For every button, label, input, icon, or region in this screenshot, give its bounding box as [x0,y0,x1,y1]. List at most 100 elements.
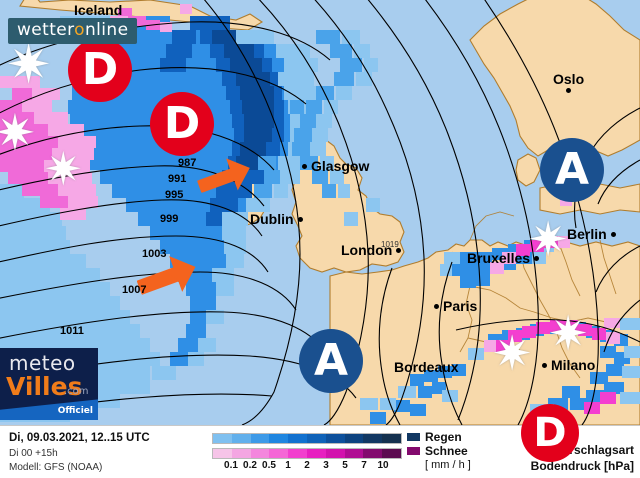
isobar-label-1003: 1003 [142,248,167,260]
rain-step-1 [231,434,251,443]
legend-tick-3: 3 [323,460,329,471]
isobar-label-999: 999 [160,213,179,225]
city-bruxelles[interactable]: Bruxelles [467,250,540,266]
isobar-label-1011: 1011 [60,325,84,337]
legend-tick-5: 5 [342,460,348,471]
city-dot [610,231,616,237]
valid-time-label: Di, 09.03.2021, 12..15 UTC [9,432,150,444]
map-title-line2: Bodendruck [hPa] [530,459,634,474]
city-dot [434,303,439,309]
region-label-iceland: Iceland [74,2,123,18]
snow-step-8 [363,449,383,458]
city-dot [297,216,303,222]
snow-step-3 [269,449,289,458]
city-dot [542,362,547,368]
city-label: Oslo [553,71,585,87]
low-pressure-marker-d2[interactable]: D [150,92,214,156]
isobar-label-987: 987 [178,157,197,169]
city-label: Dublin [250,211,294,227]
snow-step-0 [213,449,232,458]
city-oslo[interactable]: Oslo [553,72,584,93]
legend-tick-0.2: 0.2 [243,460,257,471]
city-dot [302,163,307,169]
city-bordeaux[interactable]: Bordeaux [394,360,459,374]
high-pressure-marker-a2[interactable]: A [299,329,363,393]
snow-color-bar [212,448,402,459]
snow-step-1 [231,449,251,458]
meteovilles-logo-meteo: meteo [9,351,76,375]
city-label: Berlin [567,226,607,242]
isobar-label-1007: 1007 [122,284,147,296]
legend-tick-values: 0.1 0.2 0.5 1 2 3 5 7 10 [212,460,404,474]
rain-step-0 [213,434,232,443]
legend-tick-0.5: 0.5 [262,460,276,471]
model-label: Modell: GFS (NOAA) [9,462,103,474]
snow-step-5 [306,449,326,458]
snow-step-9 [382,449,401,458]
city-dublin[interactable]: Dublin [250,212,303,226]
meteovilles-logo-officiel: Officiel [57,406,93,416]
city-dot [534,255,540,261]
map-canvas [0,0,640,425]
city-dot [566,88,572,93]
rain-step-7 [344,434,364,443]
weather-map[interactable]: ✷ ✷ ✷ ✷ ✷ ✷ D D A A 987 991 995 999 1003… [0,0,640,425]
city-label: London [341,242,393,258]
city-label: Glasgow [311,158,370,174]
snowflake-icon: ✷ [0,104,36,162]
snowflake-icon: ✷ [44,142,83,196]
city-paris[interactable]: Paris [434,299,477,313]
high-pressure-marker-a1[interactable]: A [540,138,604,202]
snow-swatch [407,447,420,455]
legend-keys: Regen Schnee [ mm / h ] [407,430,471,471]
isobar-label-991: 991 [168,173,187,185]
legend-unit-label: [ mm / h ] [425,459,471,471]
city-dot [396,247,402,253]
legend-tick-0.1: 0.1 [224,460,238,471]
run-label: Di 00 +15h [9,447,58,459]
rain-step-2 [250,434,270,443]
legend-tick-10: 10 [377,460,389,471]
low-pressure-marker-d3[interactable]: D [521,404,579,462]
forecast-info: Di, 09.03.2021, 12..15 UTC Di 00 +15h Mo… [9,430,150,476]
city-berlin[interactable]: Berlin [567,227,616,241]
rain-step-5 [306,434,326,443]
rain-step-3 [269,434,289,443]
rain-step-6 [325,434,345,443]
meteovilles-logo-villes: Villes [6,372,83,401]
snowflake-icon: ✷ [492,326,533,382]
snow-step-2 [250,449,270,458]
snowflake-icon: ✷ [6,33,52,96]
rain-color-bar [212,433,402,444]
rain-legend-label: Regen [425,430,462,444]
snow-legend-label: Schnee [425,444,468,458]
city-label: Bordeaux [394,359,459,375]
rain-step-8 [363,434,383,443]
wetteronline-logo-part1: wetter [17,20,75,40]
rain-swatch [407,433,420,441]
rain-step-4 [288,434,307,443]
snow-step-6 [325,449,345,458]
city-london[interactable]: London [341,242,402,258]
legend-tick-2: 2 [304,460,310,471]
city-glasgow[interactable]: Glasgow [302,159,369,173]
wetteronline-logo-part3: nline [84,20,129,40]
wetteronline-logo[interactable]: wetteronline [8,18,138,44]
isobar-label-1019: 1019 [381,240,399,249]
city-milano[interactable]: Milano [542,358,595,372]
wetteronline-logo-o: o [74,20,85,40]
snow-step-4 [288,449,307,458]
legend-row-snow: Schnee [407,444,471,458]
legend-row-rain: Regen [407,430,471,444]
legend-tick-1: 1 [285,460,291,471]
city-label: Bruxelles [467,250,531,266]
legend-tick-7: 7 [361,460,367,471]
snow-step-7 [344,449,364,458]
low-pressure-marker-d1[interactable]: D [68,38,132,102]
meteovilles-logo-com: .com [64,386,89,397]
isobar-label-995: 995 [165,189,184,201]
rain-step-9 [382,434,401,443]
meteovilles-logo[interactable]: meteo Villes .com Officiel [0,348,98,420]
snowflake-icon: ✷ [548,306,589,362]
